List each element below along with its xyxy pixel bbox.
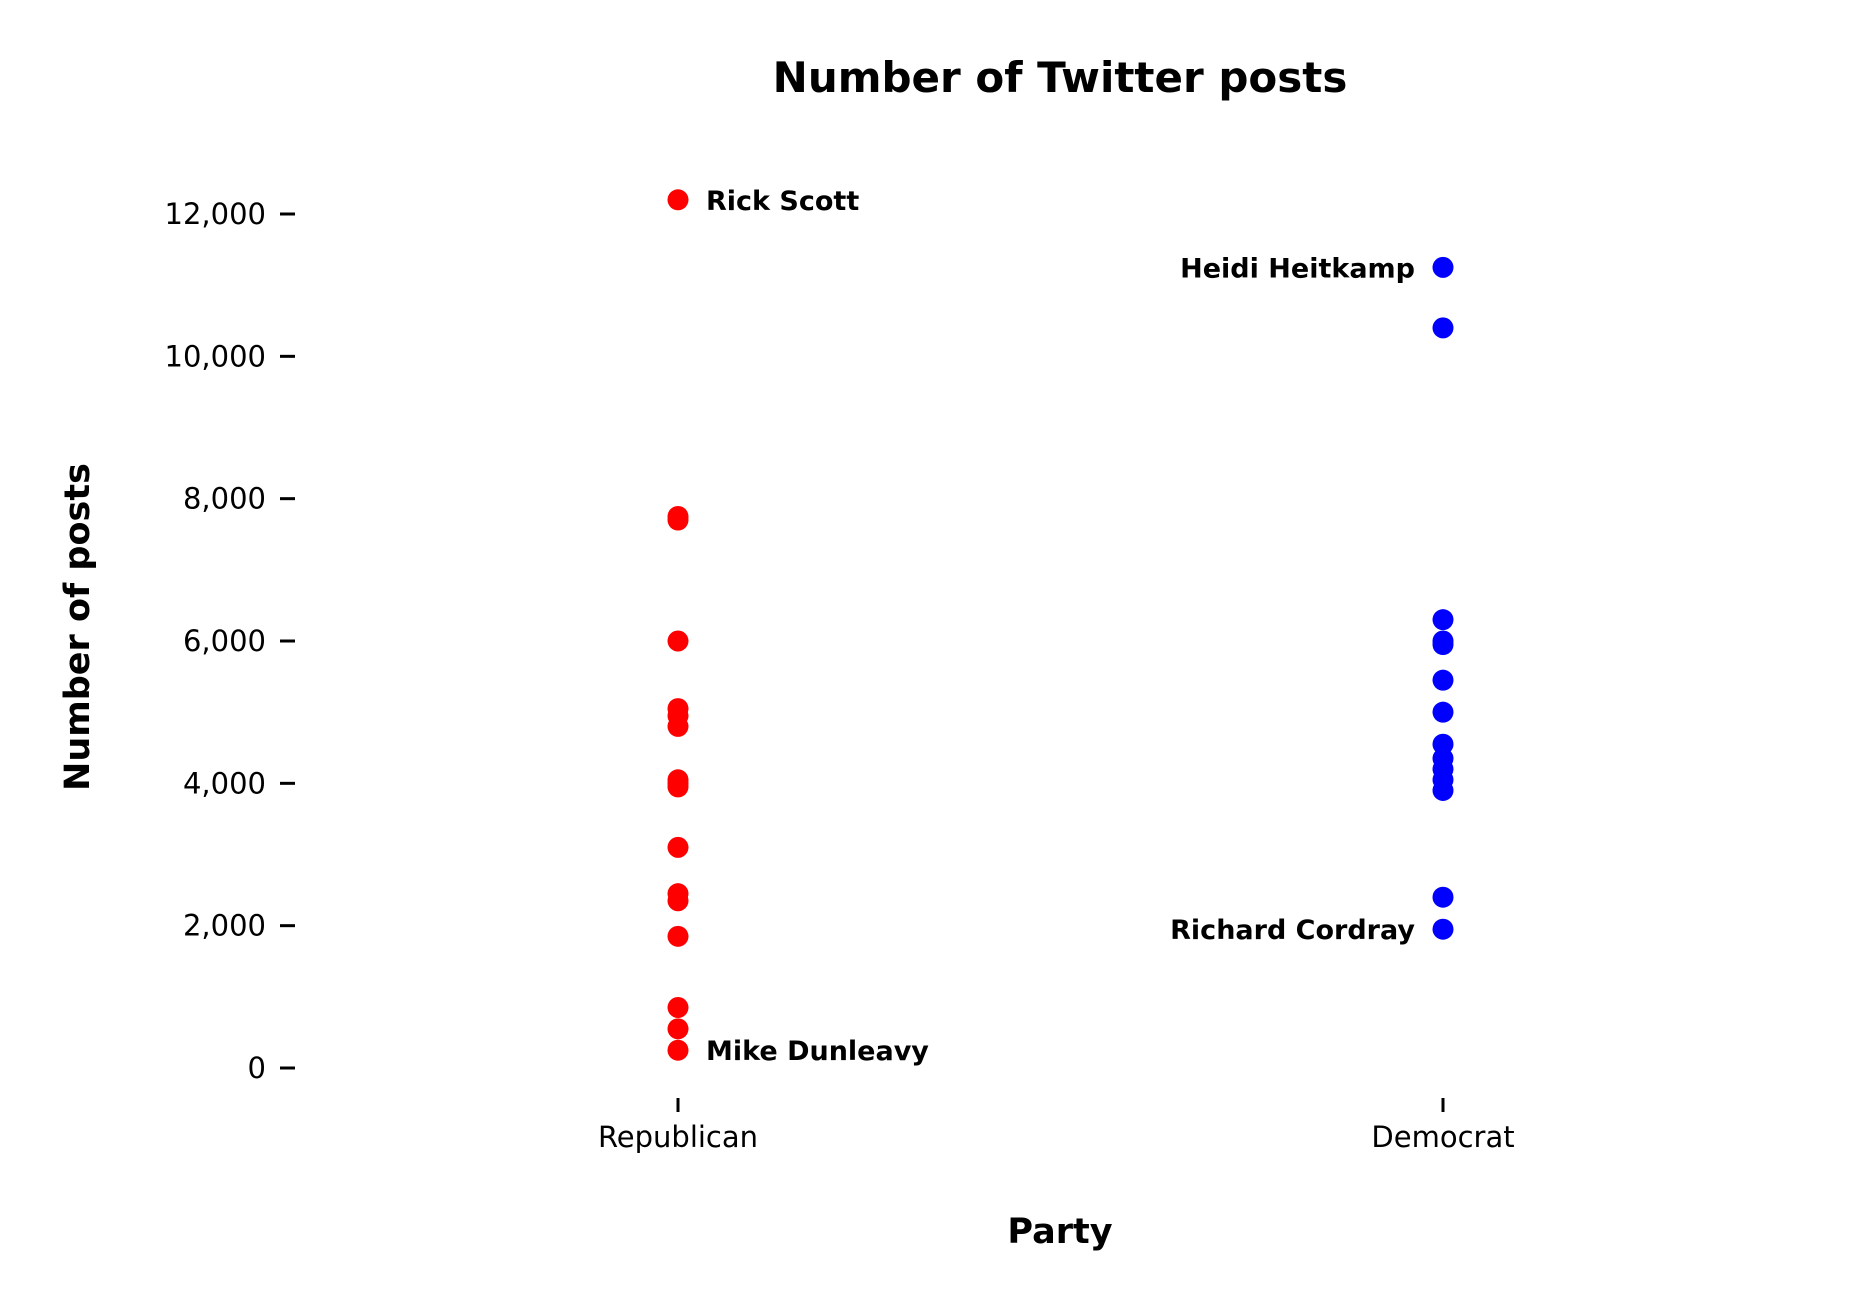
democrat-data-point xyxy=(1432,701,1454,723)
republican-data-point xyxy=(667,836,689,858)
y-axis: 0 2,000 4,000 6,000 8,000 10,000 12,000 xyxy=(165,197,295,1085)
chart-title: Number of Twitter posts xyxy=(773,53,1348,102)
democrat-data-point xyxy=(1432,634,1454,656)
y-tick-label: 2,000 xyxy=(183,909,266,943)
x-axis: Republican Democrat xyxy=(598,1098,1515,1154)
democrat-data-point xyxy=(1432,256,1454,278)
republican-data-point xyxy=(667,1018,689,1040)
point-annotation-label: Richard Cordray xyxy=(1170,915,1415,946)
republican-data-point xyxy=(667,189,689,211)
democrat-data-point xyxy=(1432,779,1454,801)
point-annotation-label: Mike Dunleavy xyxy=(706,1036,929,1067)
point-annotation-label: Rick Scott xyxy=(706,186,859,217)
x-tick-label: Republican xyxy=(598,1120,758,1154)
y-axis-title: Number of posts xyxy=(58,463,98,791)
democrat-data-point xyxy=(1432,669,1454,691)
republican-data-point xyxy=(667,715,689,737)
republican-data-point xyxy=(667,1039,689,1061)
x-tick-label: Democrat xyxy=(1371,1120,1514,1154)
point-annotation-label: Heidi Heitkamp xyxy=(1180,253,1415,284)
democrat-data-point xyxy=(1432,317,1454,339)
republican-data-point xyxy=(667,630,689,652)
y-tick-label: 4,000 xyxy=(183,766,266,800)
democrat-data-point xyxy=(1432,918,1454,940)
democrat-data-point xyxy=(1432,886,1454,908)
republican-data-point xyxy=(667,776,689,798)
y-tick-label: 10,000 xyxy=(165,339,266,373)
point-annotations: Rick Scott Mike Dunleavy Heidi Heitkamp Ric… xyxy=(706,186,1415,1067)
republican-data-point xyxy=(667,509,689,531)
y-tick-label: 6,000 xyxy=(183,624,266,658)
republican-data-point xyxy=(667,997,689,1019)
y-tick-label: 12,000 xyxy=(165,197,266,231)
y-tick-label: 0 xyxy=(248,1051,266,1085)
x-axis-title: Party xyxy=(1007,1212,1112,1252)
republican-data-point xyxy=(667,890,689,912)
data-points xyxy=(667,189,1454,1061)
democrat-data-point xyxy=(1432,609,1454,631)
y-tick-label: 8,000 xyxy=(183,482,266,516)
republican-data-point xyxy=(667,925,689,947)
